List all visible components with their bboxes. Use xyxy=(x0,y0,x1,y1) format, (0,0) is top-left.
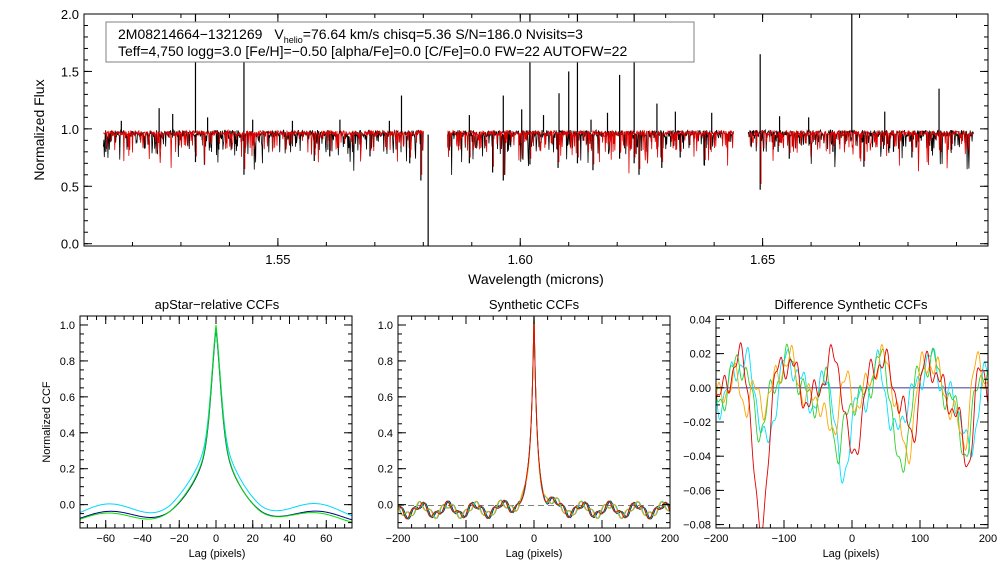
spectrum-lines xyxy=(102,14,974,246)
y-tick-label: 0.2 xyxy=(60,464,75,476)
y-tick-label: 2.0 xyxy=(61,7,79,22)
x-tick-label: 100 xyxy=(593,533,611,545)
y-tick-label: −0.02 xyxy=(683,417,711,429)
difference-ccf-xlabel: Lag (pixels) xyxy=(823,548,880,560)
difference-ccf-lines xyxy=(716,342,988,528)
spectrum-info-box: 2M08214664−1321269 Vhelio=76.64 km/s chis… xyxy=(105,21,695,63)
difference-ccf-series-4 xyxy=(716,342,988,528)
difference-ccf-series-3 xyxy=(716,343,988,465)
y-tick-label: 1.0 xyxy=(61,122,79,137)
info-line-1-rest: =76.64 km/s chisq=5.36 S/N=186.0 Nvisits… xyxy=(303,26,583,42)
apstar-ccf-lines xyxy=(80,324,352,523)
y-tick-label: −0.06 xyxy=(683,485,711,497)
x-tick-label: 200 xyxy=(661,533,679,545)
spectrum-xlabel: Wavelength (microns) xyxy=(468,271,604,287)
synthetic-ccf-series-4 xyxy=(398,316,670,520)
vhelio-subscript: helio xyxy=(284,35,303,45)
y-tick-label: 0.4 xyxy=(378,428,393,440)
x-tick-label: −100 xyxy=(772,533,797,545)
x-tick-label: 60 xyxy=(320,533,332,545)
y-tick-label: 0.2 xyxy=(378,464,393,476)
synthetic-ccf-series-2 xyxy=(398,316,670,520)
x-tick-label: 0 xyxy=(849,533,855,545)
y-tick-label: 1.5 xyxy=(61,64,79,79)
y-tick-label: 0.6 xyxy=(60,392,75,404)
y-tick-label: 0.4 xyxy=(60,428,75,440)
x-tick-label: 200 xyxy=(979,533,997,545)
synthetic-ccf-title: Synthetic CCFs xyxy=(489,297,580,312)
y-tick-label: −0.08 xyxy=(683,520,711,532)
synthetic-ccf-series-3 xyxy=(398,316,670,520)
spectrum-ylabel: Normalized Flux xyxy=(31,79,47,180)
x-tick-label: −100 xyxy=(454,533,479,545)
x-tick-label: −200 xyxy=(704,533,729,545)
difference-ccf-panel: Difference Synthetic CCFs −200 −100 0 100 20… xyxy=(683,297,997,560)
synthetic-ccf-ticks: −200 −100 0 100 200 0.0 0.2 0.4 0.6 0.8 1.0 xyxy=(378,315,679,545)
y-tick-label: 0.0 xyxy=(60,500,75,512)
x-tick-label: −60 xyxy=(96,533,115,545)
x-tick-label: 0 xyxy=(531,533,537,545)
info-box-frame xyxy=(105,21,695,63)
y-tick-label: −0.04 xyxy=(683,451,711,463)
apstar-ccf-ticks: −60 −40 −20 0 20 40 60 0.0 0.2 0.4 0.6 0.8 1.0 xyxy=(60,315,352,545)
model-spectrum-chip-2 xyxy=(447,129,734,174)
x-tick-label: 1.65 xyxy=(750,252,775,267)
x-tick-label: 0 xyxy=(213,533,219,545)
synthetic-ccf-series-5 xyxy=(398,316,670,520)
x-tick-label: 1.55 xyxy=(265,252,290,267)
synthetic-ccf-lines xyxy=(398,316,670,520)
y-tick-label: 0.04 xyxy=(690,314,711,326)
apstar-ccf-series-3 xyxy=(80,324,352,523)
x-tick-label: −200 xyxy=(386,533,411,545)
info-line-1: 2M08214664−1321269 Vhelio=76.64 km/s chis… xyxy=(118,26,583,45)
synthetic-ccf-xlabel: Lag (pixels) xyxy=(506,548,563,560)
x-tick-label: 1.60 xyxy=(508,252,533,267)
x-tick-label: 100 xyxy=(911,533,929,545)
apstar-ccf-xlabel: Lag (pixels) xyxy=(189,548,246,560)
spectrum-axes-frame xyxy=(83,13,989,247)
y-tick-label: 1.0 xyxy=(60,320,75,332)
x-tick-label: 40 xyxy=(283,533,295,545)
model-spectrum-chip-3 xyxy=(747,129,974,172)
y-tick-label: 0.0 xyxy=(61,237,79,252)
y-tick-label: 0.02 xyxy=(690,349,711,361)
x-tick-label: −20 xyxy=(170,533,189,545)
x-tick-label: 20 xyxy=(247,533,259,545)
apstar-ccf-title: apStar−relative CCFs xyxy=(155,297,280,312)
spectrum-panel: 1.55 1.60 1.65 0.0 0.5 1.0 1.5 2.0 2M08214664−1… xyxy=(31,7,989,287)
difference-ccf-title: Difference Synthetic CCFs xyxy=(775,297,928,312)
info-line-2: Teff=4,750 logg=3.0 [Fe/H]=−0.50 [alpha/… xyxy=(118,43,627,59)
y-tick-label: 0.6 xyxy=(378,392,393,404)
star-id: 2M08214664−1321269 xyxy=(118,26,263,42)
apstar-ccf-panel: apStar−relative CCFs −60 −40 −20 0 20 40 60 0.0… xyxy=(41,297,353,560)
y-tick-label: 0.0 xyxy=(378,500,393,512)
y-tick-label: 0.8 xyxy=(378,356,393,368)
difference-ccf-ticks: −200 −100 0 100 200 −0.08 −0.06 −0.04 −0.02 0.00 0… xyxy=(683,314,997,545)
apstar-ccf-ylabel: Normalized CCF xyxy=(41,381,53,463)
synthetic-ccf-panel: Synthetic CCFs −200 −100 0 100 200 0.0 0.2 0.4 0… xyxy=(378,297,679,560)
y-tick-label: 1.0 xyxy=(378,320,393,332)
x-tick-label: −40 xyxy=(133,533,152,545)
spectrum-ticks: 1.55 1.60 1.65 0.0 0.5 1.0 1.5 2.0 xyxy=(61,7,988,267)
y-tick-label: 0.8 xyxy=(60,356,75,368)
y-tick-label: 0.00 xyxy=(690,383,711,395)
y-tick-label: 0.5 xyxy=(61,179,79,194)
vhelio-prefix: V xyxy=(274,26,284,42)
